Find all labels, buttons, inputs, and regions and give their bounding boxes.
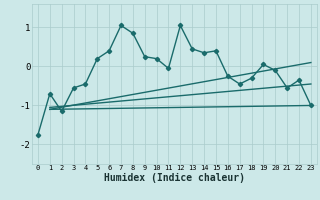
X-axis label: Humidex (Indice chaleur): Humidex (Indice chaleur) [104,173,245,183]
